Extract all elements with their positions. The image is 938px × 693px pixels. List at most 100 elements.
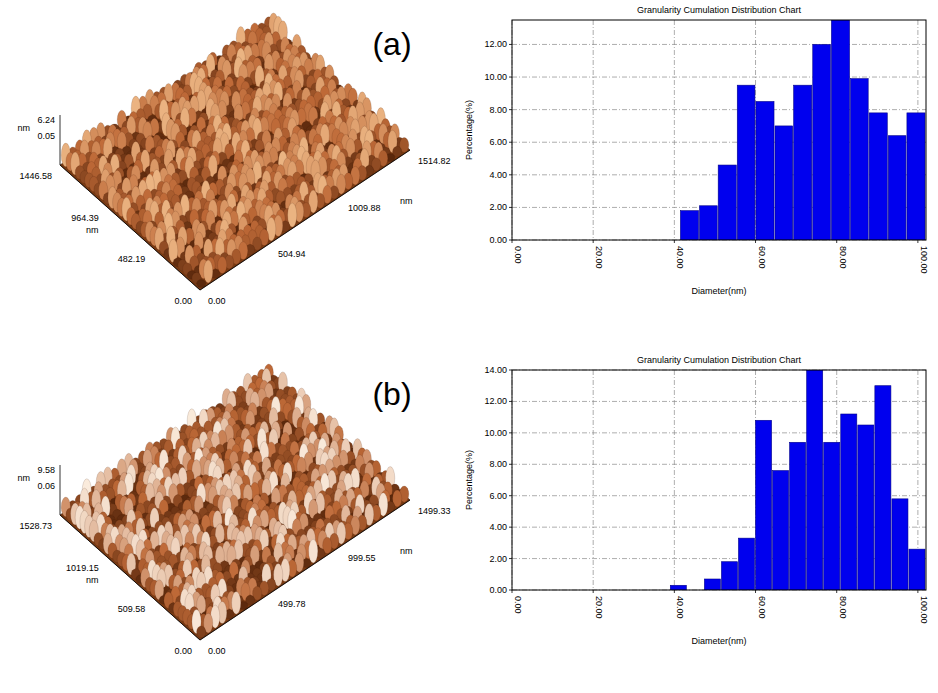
tick <box>755 240 756 243</box>
bar <box>841 414 857 590</box>
tick <box>755 590 756 593</box>
surface-label: 482.19 <box>118 254 146 264</box>
tick-label: 40.00 <box>675 246 685 269</box>
tick <box>509 590 512 591</box>
afm-surface <box>60 364 410 640</box>
tick <box>509 240 512 241</box>
surface-label: 0.00 <box>208 646 226 656</box>
bar <box>807 370 823 590</box>
bar <box>775 126 793 240</box>
axis-title: Diameter(nm) <box>691 636 746 646</box>
tick <box>836 240 837 243</box>
tick-label: 80.00 <box>838 246 848 269</box>
surface-bump <box>204 260 213 283</box>
surface-label: 0.00 <box>208 296 226 306</box>
bar <box>907 113 925 240</box>
tick <box>674 590 675 593</box>
bar <box>790 442 806 590</box>
tick-label: 20.00 <box>594 246 604 269</box>
tick-label: 0.00 <box>513 246 523 264</box>
tick <box>674 240 675 243</box>
tick-label: 2.00 <box>489 554 507 564</box>
tick <box>509 495 512 496</box>
histogram <box>509 370 926 593</box>
chart-title: Granularity Cumulation Distribution Char… <box>637 5 802 15</box>
surface-label: 999.55 <box>348 553 376 563</box>
bar <box>888 136 906 240</box>
tick-label: 60.00 <box>757 596 767 619</box>
bars <box>680 20 925 240</box>
bar <box>721 562 737 590</box>
tick <box>509 109 512 110</box>
tick <box>509 174 512 175</box>
tick-label: 10.00 <box>484 428 507 438</box>
tick <box>509 464 512 465</box>
surface-label: 1528.73 <box>19 521 52 531</box>
surface-label: 1446.58 <box>19 171 52 181</box>
figure: 6.24nm0.050.00482.19964.391446.58nm0.005… <box>0 0 938 693</box>
surface-label: 1514.82 <box>418 156 451 166</box>
surface-label: 0.00 <box>174 296 192 306</box>
tick <box>509 77 512 78</box>
tick-label: 6.00 <box>489 137 507 147</box>
grid-line <box>512 77 926 78</box>
surface-unit: nm <box>86 225 99 235</box>
panel-label: (b) <box>372 376 411 412</box>
surface-label: 504.94 <box>278 249 306 259</box>
surface-axis <box>200 500 410 640</box>
surface-unit: nm <box>86 575 99 585</box>
tick <box>509 558 512 559</box>
axis-title: Percentage(%) <box>464 100 474 160</box>
tick <box>917 590 918 593</box>
grid-line <box>593 20 594 240</box>
grid-line <box>512 44 926 45</box>
surface-bump <box>197 280 206 288</box>
plot-frame <box>512 370 926 590</box>
bar <box>670 585 686 590</box>
tick-label: 8.00 <box>489 105 507 115</box>
tick <box>512 590 513 593</box>
surface-axis <box>60 465 61 515</box>
surface-bump <box>232 592 241 615</box>
tick-label: 10.00 <box>484 72 507 82</box>
surface-label: 0.05 <box>37 131 55 141</box>
surface-unit: nm <box>400 196 413 206</box>
bar <box>680 211 698 240</box>
surface-bump <box>309 539 318 563</box>
tick <box>509 370 512 371</box>
surface-axis <box>60 515 200 640</box>
tick-label: 2.00 <box>489 202 507 212</box>
surface-label: 9.58 <box>37 465 55 475</box>
bar <box>909 549 925 590</box>
surface-unit: nm <box>400 546 413 556</box>
plot-area <box>512 370 926 590</box>
tick <box>593 590 594 593</box>
panel-label: (a) <box>372 26 411 62</box>
tick-label: 0.00 <box>513 596 523 614</box>
bars <box>670 370 925 590</box>
surface-label: 0.06 <box>37 481 55 491</box>
bar <box>773 471 789 590</box>
tick-label: 14.00 <box>484 365 507 375</box>
tick <box>509 207 512 208</box>
surface-label: 509.58 <box>118 604 146 614</box>
surface-unit: nm <box>17 123 30 133</box>
surface-label: 1019.15 <box>66 563 99 573</box>
bar <box>875 386 891 590</box>
bar <box>831 20 849 240</box>
surface-base <box>60 25 410 290</box>
tick-label: 4.00 <box>489 170 507 180</box>
tick-label: 0.00 <box>489 585 507 595</box>
bar <box>756 420 772 590</box>
bar <box>858 425 874 590</box>
bar <box>704 579 720 590</box>
afm-surface <box>60 13 410 290</box>
surface-axis <box>60 165 200 290</box>
surface-label: 1009.88 <box>348 203 381 213</box>
surface-base <box>60 375 410 640</box>
surface-label: 964.39 <box>71 213 99 223</box>
bar <box>756 101 774 240</box>
tick-label: 8.00 <box>489 459 507 469</box>
tick <box>509 142 512 143</box>
tick-label: 60.00 <box>757 246 767 269</box>
